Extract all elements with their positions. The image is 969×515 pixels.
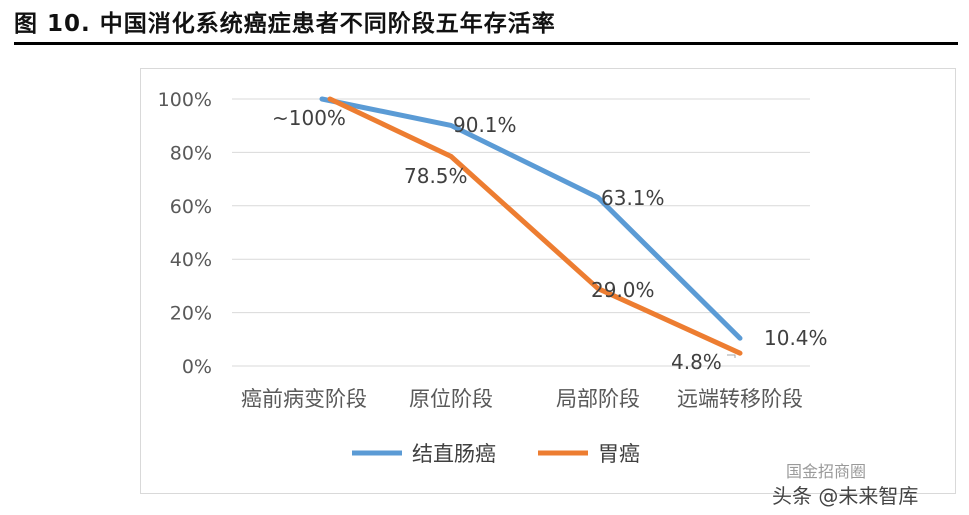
x-tick-label: 原位阶段 [409,387,493,411]
y-tick-label: 0% [182,356,212,378]
x-tick-label: 癌前病变阶段 [241,387,367,411]
y-tick-label: 80% [170,142,212,164]
label-leader [727,354,736,358]
x-tick-label: 局部阶段 [556,387,640,411]
y-tick-label: 100% [158,89,212,111]
data-label: 29.0% [591,278,655,302]
figure-title: 图 10. 中国消化系统癌症患者不同阶段五年存活率 [14,11,556,37]
legend-label: 胃癌 [598,442,640,466]
data-label: 10.4% [764,326,828,350]
data-label: 63.1% [601,186,665,210]
data-label: ~100% [272,106,346,130]
x-tick-label: 远端转移阶段 [677,387,803,411]
data-label: 78.5% [404,164,468,188]
chart-frame [140,68,956,494]
y-tick-label: 40% [170,249,212,271]
y-tick-label: 60% [170,196,212,218]
legend-label: 结直肠癌 [412,442,496,466]
series-line [319,96,743,341]
data-label: 4.8% [671,350,722,374]
watermark-top: 国金招商圈 [786,462,867,481]
data-label: 90.1% [453,113,517,137]
title-divider [14,42,958,45]
series-line [327,96,743,356]
y-tick-label: 20% [170,303,212,325]
watermark-bottom: 头条 @未来智库 [772,484,919,508]
